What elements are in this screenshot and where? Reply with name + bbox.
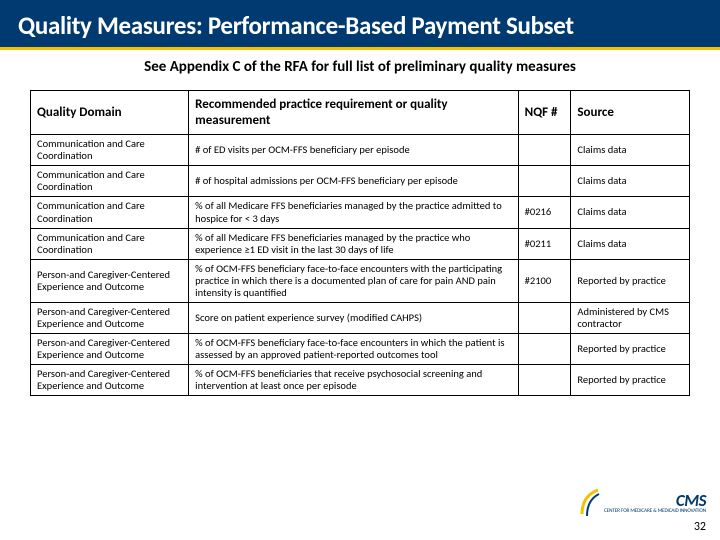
quality-measures-table: Quality Domain Recommended practice requ… [30, 90, 690, 396]
logo-swoosh-icon [578, 488, 600, 518]
table-row: Communication and Care Coordination% of … [31, 197, 690, 228]
cell-nqf [518, 365, 571, 396]
table-header-row: Quality Domain Recommended practice requ… [31, 91, 690, 135]
cell-measure: Score on patient experience survey (modi… [189, 302, 519, 333]
cell-nqf [518, 135, 571, 166]
cms-logo: CMS CENTER FOR MEDICARE & MEDICAID INNOV… [578, 488, 706, 518]
page-number: 32 [578, 520, 706, 534]
cell-source: Claims data [571, 135, 690, 166]
cell-domain: Person-and Caregiver-Centered Experience… [31, 302, 189, 333]
cell-domain: Communication and Care Coordination [31, 135, 189, 166]
col-header-measure: Recommended practice requirement or qual… [189, 91, 519, 135]
cell-source: Administered by CMS contractor [571, 302, 690, 333]
cell-measure: % of all Medicare FFS beneficiaries mana… [189, 228, 519, 259]
cell-domain: Communication and Care Coordination [31, 197, 189, 228]
col-header-domain: Quality Domain [31, 91, 189, 135]
cell-domain: Person-and Caregiver-Centered Experience… [31, 334, 189, 365]
cell-nqf [518, 334, 571, 365]
cell-domain: Person-and Caregiver-Centered Experience… [31, 259, 189, 302]
logo-tagline: CENTER FOR MEDICARE & MEDICAID INNOVATIO… [604, 509, 706, 514]
table-row: Person-and Caregiver-Centered Experience… [31, 259, 690, 302]
cell-nqf [518, 166, 571, 197]
table-row: Communication and Care Coordination% of … [31, 228, 690, 259]
cell-source: Reported by practice [571, 259, 690, 302]
title-bar: Quality Measures: Performance-Based Paym… [0, 0, 720, 47]
cell-measure: # of hospital admissions per OCM-FFS ben… [189, 166, 519, 197]
cell-nqf [518, 302, 571, 333]
cell-source: Reported by practice [571, 334, 690, 365]
subtitle: See Appendix C of the RFA for full list … [0, 50, 720, 90]
cell-nqf: #0211 [518, 228, 571, 259]
cell-measure: % of OCM-FFS beneficiaries that receive … [189, 365, 519, 396]
footer: CMS CENTER FOR MEDICARE & MEDICAID INNOV… [578, 488, 706, 534]
table-row: Communication and Care Coordination# of … [31, 135, 690, 166]
table-row: Person-and Caregiver-Centered Experience… [31, 334, 690, 365]
cell-source: Claims data [571, 197, 690, 228]
table-row: Person-and Caregiver-Centered Experience… [31, 365, 690, 396]
quality-measures-table-wrap: Quality Domain Recommended practice requ… [0, 90, 720, 396]
cell-source: Claims data [571, 228, 690, 259]
cell-measure: % of OCM-FFS beneficiary face-to-face en… [189, 259, 519, 302]
cell-measure: % of all Medicare FFS beneficiaries mana… [189, 197, 519, 228]
logo-acronym: CMS [604, 492, 706, 509]
col-header-nqf: NQF # [518, 91, 571, 135]
cell-nqf: #0216 [518, 197, 571, 228]
cell-measure: % of OCM-FFS beneficiary face-to-face en… [189, 334, 519, 365]
cell-source: Reported by practice [571, 365, 690, 396]
page-title: Quality Measures: Performance-Based Paym… [18, 10, 702, 41]
col-header-source: Source [571, 91, 690, 135]
cell-nqf: #2100 [518, 259, 571, 302]
cell-domain: Communication and Care Coordination [31, 166, 189, 197]
table-row: Communication and Care Coordination# of … [31, 166, 690, 197]
cell-domain: Person-and Caregiver-Centered Experience… [31, 365, 189, 396]
cell-measure: # of ED visits per OCM-FFS beneficiary p… [189, 135, 519, 166]
table-row: Person-and Caregiver-Centered Experience… [31, 302, 690, 333]
logo-text: CMS CENTER FOR MEDICARE & MEDICAID INNOV… [604, 492, 706, 514]
cell-domain: Communication and Care Coordination [31, 228, 189, 259]
cell-source: Claims data [571, 166, 690, 197]
